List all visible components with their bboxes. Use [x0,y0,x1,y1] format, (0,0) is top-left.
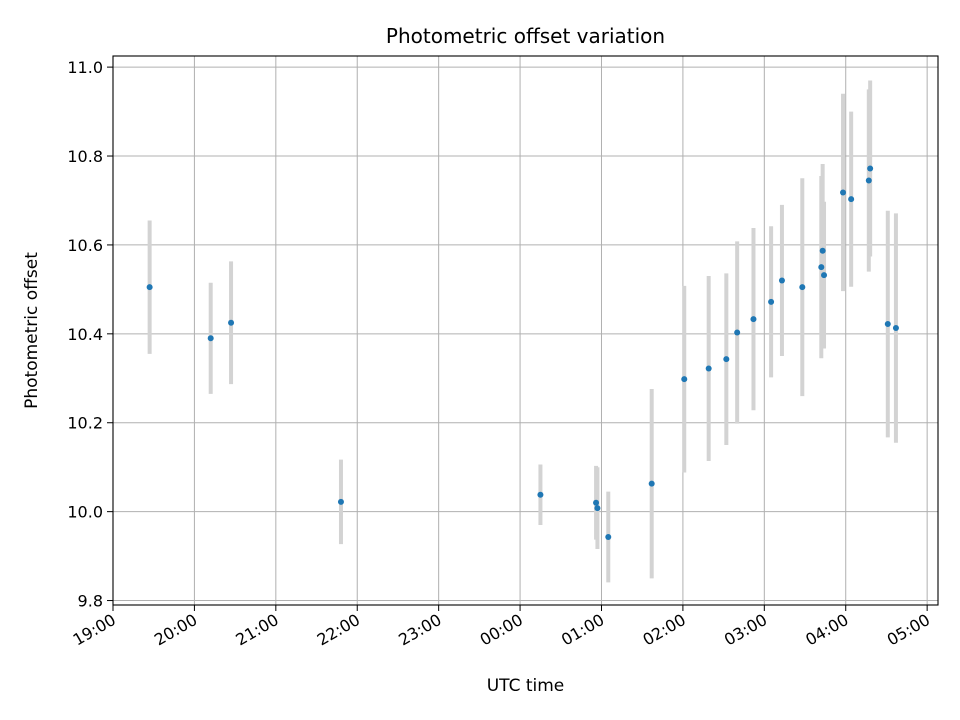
data-point [734,329,741,336]
y-axis-label: Photometric offset [22,252,42,409]
data-point [337,498,344,505]
x-tick-label: 22:00 [314,610,363,650]
y-tick-label: 10.8 [67,147,103,166]
data-points [146,165,899,540]
data-point [605,533,612,540]
x-tick-label: 04:00 [802,610,851,650]
x-tick-label: 02:00 [639,610,688,650]
x-tick-label: 03:00 [721,610,770,650]
x-axis-ticks: 19:00 20:00 21:00 22:00 23:00 00:00 01:00 02:00… [70,605,933,650]
data-point [865,177,872,184]
y-tick-label: 9.8 [78,592,103,611]
data-point [818,264,825,271]
x-axis-label: UTC time [487,676,565,696]
data-point [594,505,601,512]
data-point [537,491,544,498]
data-point [892,325,899,332]
data-point [840,189,847,196]
x-tick-label: 05:00 [884,610,933,650]
data-point [768,298,775,305]
data-point [884,321,891,328]
data-point [799,284,806,291]
y-tick-label: 10.0 [67,503,103,522]
data-point [681,376,688,383]
x-tick-label: 19:00 [70,610,119,650]
grid [112,56,938,605]
data-point [778,277,785,284]
data-point [750,316,757,323]
data-point [705,365,712,372]
data-point [821,272,828,279]
y-axis-ticks: 9.8 10.0 10.2 10.4 10.6 10.8 11.0 [67,58,113,611]
x-tick-label: 01:00 [558,610,607,650]
data-point [648,480,655,487]
y-tick-label: 10.2 [67,414,103,433]
y-tick-label: 11.0 [67,58,103,77]
data-point [867,165,874,172]
x-tick-label: 23:00 [395,610,444,650]
y-tick-label: 10.6 [67,236,103,255]
data-point [146,284,153,291]
x-tick-label: 20:00 [151,610,200,650]
data-point [593,499,600,506]
x-tick-label: 21:00 [232,610,281,650]
data-point [819,247,826,254]
data-point [723,356,730,363]
data-point [228,319,235,326]
data-point [207,335,214,342]
plot-frame [112,55,939,606]
chart-title: Photometric offset variation [386,24,665,48]
data-point [848,196,855,203]
y-tick-label: 10.4 [67,325,103,344]
x-tick-label: 00:00 [477,610,526,650]
